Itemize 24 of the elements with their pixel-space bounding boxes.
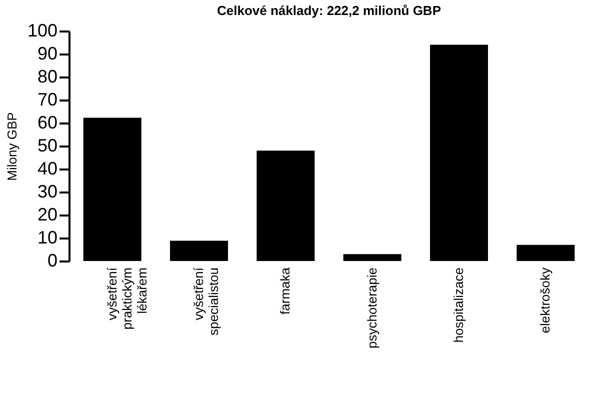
bar — [343, 254, 402, 261]
y-tick-label: 20 — [37, 204, 58, 224]
bar — [256, 150, 315, 261]
y-axis-title: Milony GBP — [4, 112, 20, 181]
y-tick-label: 100 — [27, 20, 58, 40]
y-tick-label: 10 — [37, 228, 58, 248]
y-tick-label: 0 — [47, 250, 58, 270]
x-tick-label: farmaka — [278, 266, 293, 314]
y-tick-label: 80 — [37, 66, 58, 86]
chart-title: Celkové náklady: 222,2 milionů GBP — [217, 3, 442, 18]
y-tick-label: 70 — [37, 90, 58, 110]
x-tick-label: elektrošoky — [538, 267, 553, 334]
x-tick-label: psychoterapie — [364, 268, 380, 348]
y-tick-label: 90 — [37, 44, 58, 64]
y-tick-label: 60 — [37, 112, 58, 132]
bar — [516, 244, 575, 261]
x-tick-label: vyšetření praktickým lékařem — [104, 267, 150, 330]
bar — [170, 240, 228, 261]
x-tick-label: hospitalizace — [451, 268, 466, 343]
bar — [430, 44, 488, 261]
y-tick-label: 30 — [37, 182, 58, 202]
bar — [83, 118, 142, 261]
y-tick-label: 50 — [37, 136, 58, 156]
y-tick-label: 40 — [37, 158, 58, 178]
